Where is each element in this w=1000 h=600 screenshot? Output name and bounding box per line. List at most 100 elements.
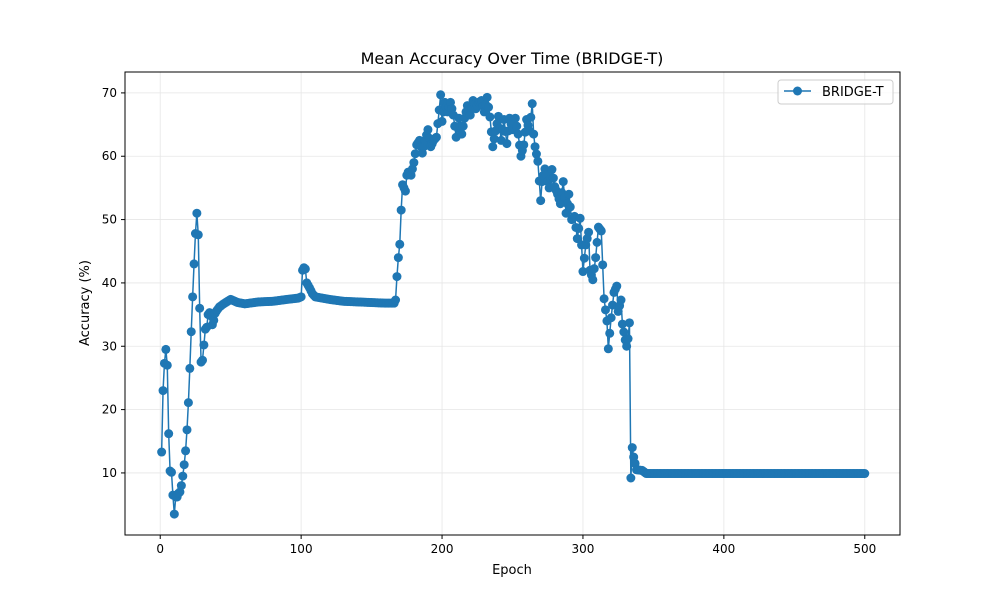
data-point xyxy=(199,340,209,350)
data-point xyxy=(627,443,637,453)
data-point xyxy=(436,90,446,100)
data-point xyxy=(536,196,546,206)
data-point xyxy=(457,129,467,139)
data-point xyxy=(608,300,618,310)
data-point xyxy=(396,205,406,215)
data-point xyxy=(575,213,585,223)
data-point xyxy=(484,102,494,112)
data-point xyxy=(605,328,615,338)
x-tick-label: 300 xyxy=(572,542,595,556)
y-tick-label: 20 xyxy=(102,403,117,417)
data-point xyxy=(526,112,536,122)
data-point xyxy=(209,315,219,325)
data-point xyxy=(188,292,198,302)
data-point xyxy=(547,165,557,175)
data-point xyxy=(181,446,191,456)
x-tick-label: 100 xyxy=(290,542,313,556)
data-point xyxy=(164,429,174,439)
data-point xyxy=(606,313,616,323)
y-tick-label: 40 xyxy=(102,276,117,290)
data-point xyxy=(601,305,610,315)
data-point xyxy=(603,344,613,354)
x-tick-label: 0 xyxy=(156,542,164,556)
data-point xyxy=(596,226,606,236)
data-point xyxy=(533,156,543,166)
data-point xyxy=(584,227,594,237)
data-point xyxy=(579,253,589,263)
data-point xyxy=(409,158,419,168)
y-axis-label: Accuracy (%) xyxy=(78,260,93,346)
data-point xyxy=(182,425,192,435)
data-point xyxy=(626,473,636,483)
plot-frame xyxy=(124,71,901,536)
data-point xyxy=(296,292,306,302)
data-point xyxy=(458,121,468,131)
data-point xyxy=(519,140,529,150)
data-point xyxy=(588,275,598,285)
x-axis-label: Epoch xyxy=(492,563,532,578)
y-tick-label: 30 xyxy=(102,339,117,353)
data-point xyxy=(169,509,179,519)
data-point xyxy=(392,272,402,282)
legend-label-bridge-t: BRIDGE-T xyxy=(822,85,884,100)
data-point xyxy=(437,116,447,126)
y-tick-label: 10 xyxy=(102,466,117,480)
data-point xyxy=(589,264,599,274)
data-point xyxy=(410,149,420,159)
data-point xyxy=(192,208,202,218)
legend-box xyxy=(777,79,894,105)
data-point xyxy=(465,110,475,120)
data-point xyxy=(598,260,608,270)
data-point xyxy=(395,239,405,249)
data-point xyxy=(489,134,499,144)
data-point xyxy=(185,363,195,373)
data-point xyxy=(555,199,565,209)
data-point xyxy=(186,327,196,337)
data-point xyxy=(531,149,541,159)
data-point xyxy=(510,113,520,123)
data-point xyxy=(176,481,186,491)
data-point xyxy=(393,253,403,263)
data-point xyxy=(616,295,626,305)
data-point xyxy=(178,471,188,481)
data-point xyxy=(502,139,512,149)
data-point xyxy=(179,460,189,470)
axis-ticks: 0 100 200 300 400 500 10 20 30 40 50 60 70 xyxy=(102,86,877,556)
data-point xyxy=(599,294,609,304)
data-point xyxy=(161,344,171,354)
data-point xyxy=(512,121,522,131)
data-point xyxy=(860,469,870,479)
legend: BRIDGE-T xyxy=(777,79,894,105)
data-point xyxy=(591,253,601,263)
chart-title: Mean Accuracy Over Time (BRIDGE-T) xyxy=(361,49,664,68)
data-point xyxy=(572,234,582,244)
data-point xyxy=(198,355,207,365)
data-point xyxy=(548,173,558,183)
data-point xyxy=(189,259,199,269)
data-point xyxy=(622,341,632,351)
data-point xyxy=(431,132,441,142)
data-point xyxy=(617,319,627,329)
data-point xyxy=(195,303,205,313)
data-point xyxy=(558,177,568,187)
data-point xyxy=(578,267,588,277)
data-point xyxy=(513,129,523,139)
data-point xyxy=(619,327,629,337)
data-point xyxy=(167,467,176,477)
legend-marker-swatch xyxy=(793,86,802,96)
data-point xyxy=(400,186,410,196)
data-point xyxy=(530,142,540,152)
data-point xyxy=(624,318,634,328)
y-tick-label: 60 xyxy=(102,149,117,163)
data-point xyxy=(564,189,574,199)
data-point xyxy=(565,202,575,212)
x-tick-label: 200 xyxy=(431,542,454,556)
data-point xyxy=(488,142,498,152)
data-point xyxy=(300,264,310,274)
x-tick-label: 500 xyxy=(853,542,876,556)
x-tick-label: 400 xyxy=(712,542,735,556)
data-point xyxy=(162,360,172,370)
series-bridge-t xyxy=(157,90,870,519)
data-point xyxy=(482,92,492,102)
